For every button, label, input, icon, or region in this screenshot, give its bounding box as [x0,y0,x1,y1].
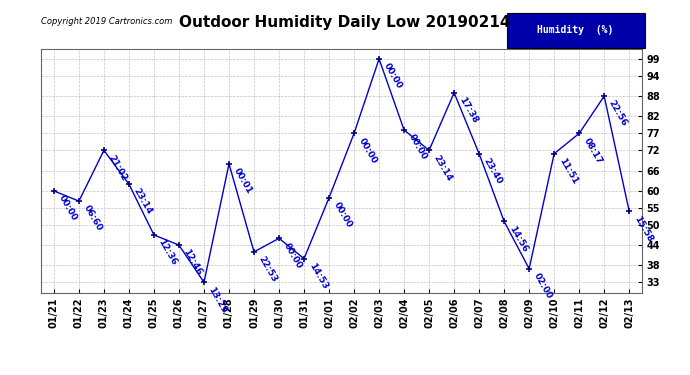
Text: 22:53: 22:53 [257,255,279,284]
Text: 22:56: 22:56 [607,99,629,128]
Text: 00:00: 00:00 [57,194,79,223]
Text: 00:00: 00:00 [357,136,379,165]
Text: 17:38: 17:38 [457,96,479,125]
Text: 12:46: 12:46 [181,248,204,277]
Text: 00:00: 00:00 [282,241,304,270]
Text: 00:01: 00:01 [232,166,254,196]
Text: 02:00: 02:00 [532,272,554,300]
Text: 14:56: 14:56 [507,224,529,254]
Text: 00:00: 00:00 [407,133,428,162]
Text: Copyright 2019 Cartronics.com: Copyright 2019 Cartronics.com [41,17,172,26]
Text: 13:29: 13:29 [207,285,229,315]
Text: 11:51: 11:51 [557,156,579,186]
Text: 12:36: 12:36 [157,238,179,267]
Text: 15:58: 15:58 [632,214,654,243]
Text: 23:40: 23:40 [482,156,504,186]
Text: 14:53: 14:53 [307,261,329,291]
Text: 23:14: 23:14 [432,153,454,183]
Text: 00:00: 00:00 [382,62,404,90]
Text: 21:02: 21:02 [107,153,129,182]
Text: 23:14: 23:14 [132,187,154,216]
Text: 00:00: 00:00 [332,201,354,230]
FancyBboxPatch shape [506,13,644,48]
Text: Humidity  (%): Humidity (%) [538,26,614,36]
Text: 08:17: 08:17 [582,136,604,165]
Text: 06:60: 06:60 [81,204,104,233]
Text: Outdoor Humidity Daily Low 20190214: Outdoor Humidity Daily Low 20190214 [179,15,511,30]
